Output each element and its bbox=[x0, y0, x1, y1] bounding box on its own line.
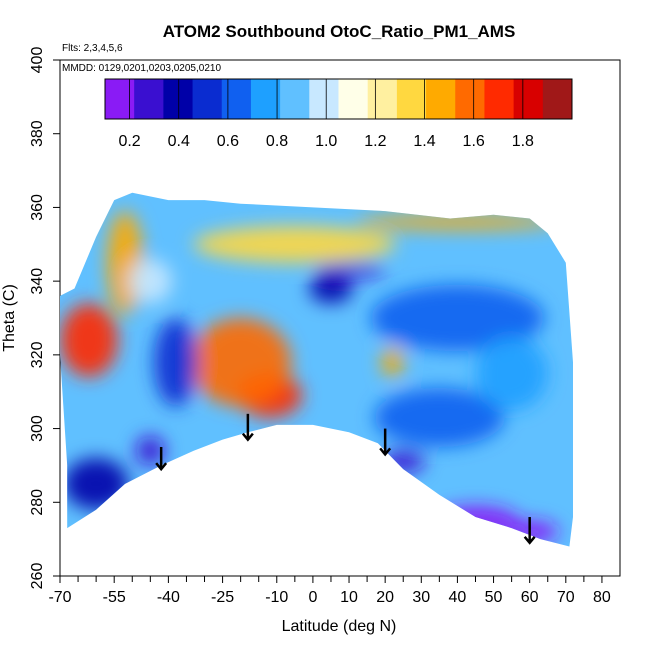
chart-title: ATOM2 Southbound OtoC_Ratio_PM1_AMS bbox=[163, 22, 516, 41]
colorbar-swatch-4 bbox=[221, 79, 252, 119]
y-tick-label-6: 380 bbox=[29, 120, 46, 147]
colorbar-swatch-6 bbox=[280, 79, 310, 119]
blob-7 bbox=[153, 318, 198, 407]
x-axis-label: Latitude (deg N) bbox=[282, 618, 397, 635]
blob-16 bbox=[370, 284, 545, 352]
y-tick-label-4: 340 bbox=[29, 268, 46, 295]
colorbar-swatch-0 bbox=[105, 79, 135, 119]
colorbar: 0.2 0.4 0.6 0.8 1.0 1.2 1.4 1.6 1.8 bbox=[104, 78, 573, 150]
x-tick-label-1: -55 bbox=[103, 589, 126, 606]
colorbar-swatch-15 bbox=[542, 79, 573, 119]
colorbar-tick-label-2: 0.6 bbox=[217, 133, 239, 150]
colorbar-tick-label-3: 0.8 bbox=[266, 133, 288, 150]
x-tick-label-7: 20 bbox=[376, 589, 394, 606]
arrow-2 bbox=[379, 428, 392, 457]
colorbar-swatch-12 bbox=[455, 79, 485, 119]
colorbar-swatch-5 bbox=[250, 79, 281, 119]
blob-9 bbox=[135, 435, 165, 466]
flights-annotation: Flts: 2,3,4,5,6 bbox=[62, 43, 123, 54]
colorbar-swatch-2 bbox=[163, 79, 194, 119]
blob-6 bbox=[381, 347, 404, 377]
y-tick-label-3: 320 bbox=[29, 341, 46, 368]
colorbar-tick-label-6: 1.4 bbox=[413, 133, 435, 150]
x-tick-label-5: 0 bbox=[308, 589, 317, 606]
x-tick-label-0: -70 bbox=[48, 589, 71, 606]
y-tick-label-0: 260 bbox=[29, 563, 46, 590]
colorbar-swatch-14 bbox=[513, 79, 544, 119]
colorbar-swatch-11 bbox=[426, 79, 456, 119]
x-tick-label-6: 10 bbox=[340, 589, 358, 606]
colorbar-swatch-9 bbox=[367, 79, 398, 119]
colorbar-swatch-8 bbox=[338, 79, 369, 119]
blob-15 bbox=[312, 262, 386, 278]
arrow-1 bbox=[241, 413, 254, 442]
colorbar-swatch-7 bbox=[309, 79, 339, 119]
colorbar-tick-label-7: 1.6 bbox=[463, 133, 485, 150]
dates-annotation: MMDD: 0129,0201,0203,0205,0210 bbox=[62, 63, 221, 74]
x-axis: -70 -55 -40 -25 -10 0 10 20 30 40 50 60 70 80 bbox=[48, 575, 620, 606]
x-tick-label-12: 70 bbox=[557, 589, 575, 606]
x-tick-label-3: -25 bbox=[211, 589, 234, 606]
blob-12 bbox=[381, 450, 425, 473]
blob-8 bbox=[63, 458, 129, 510]
arrow-0 bbox=[155, 447, 168, 472]
blob-5 bbox=[356, 214, 559, 230]
blob-13 bbox=[374, 388, 505, 447]
colorbar-tick-label-0: 0.2 bbox=[118, 133, 140, 150]
colorbar-swatch-3 bbox=[192, 79, 223, 119]
x-tick-label-2: -40 bbox=[157, 589, 180, 606]
y-tick-label-5: 360 bbox=[29, 194, 46, 221]
colorbar-tick-label-8: 1.8 bbox=[512, 133, 534, 150]
x-tick-label-10: 50 bbox=[485, 589, 503, 606]
blob-4 bbox=[193, 225, 396, 263]
flight-arrows bbox=[155, 413, 536, 545]
arrow-3 bbox=[523, 517, 536, 545]
blob-18 bbox=[128, 259, 173, 304]
blob-17 bbox=[475, 336, 548, 411]
colorbar-tick-label-4: 1.0 bbox=[315, 133, 337, 150]
y-axis: 260 280 300 320 340 360 380 400 bbox=[29, 47, 60, 590]
blob-14 bbox=[309, 273, 353, 304]
blob-10 bbox=[432, 505, 519, 536]
x-tick-label-13: 80 bbox=[593, 589, 611, 606]
data-curtain bbox=[60, 192, 573, 547]
x-tick-label-11: 60 bbox=[521, 589, 539, 606]
y-tick-label-1: 280 bbox=[29, 489, 46, 516]
x-tick-label-8: 30 bbox=[412, 589, 430, 606]
colorbar-tick-label-1: 0.4 bbox=[168, 133, 190, 150]
colorbar-swatch-13 bbox=[484, 79, 515, 119]
x-tick-label-4: -10 bbox=[265, 589, 288, 606]
y-axis-label: Theta (C) bbox=[1, 284, 18, 352]
colorbar-swatch-1 bbox=[134, 79, 164, 119]
blob-1 bbox=[190, 318, 292, 407]
blob-2 bbox=[60, 303, 118, 377]
y-tick-label-2: 300 bbox=[29, 415, 46, 442]
colorbar-swatch-10 bbox=[396, 79, 427, 119]
colorbar-tick-label-5: 1.2 bbox=[364, 133, 386, 150]
y-tick-label-7: 400 bbox=[29, 47, 46, 74]
x-tick-label-9: 40 bbox=[449, 589, 467, 606]
